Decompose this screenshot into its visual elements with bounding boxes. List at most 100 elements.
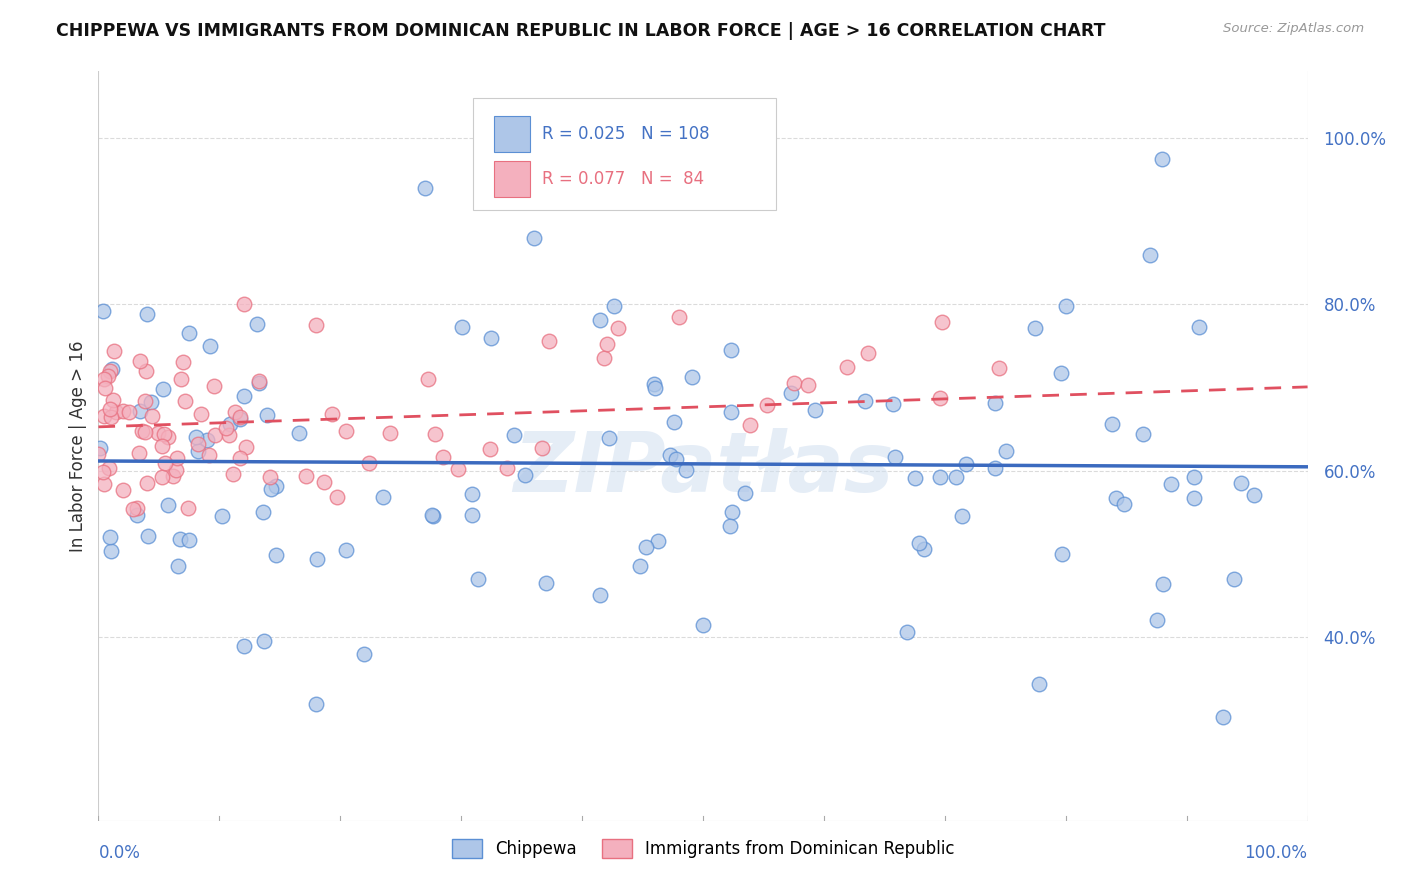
Point [229,412,252,426]
Point [104,405,127,419]
Point [87,447,110,461]
Point [495,460,517,475]
Point [111,403,134,417]
Point [1050,367,1073,381]
Point [692,618,714,632]
Point [218,427,240,442]
Point [537,334,560,348]
Point [606,320,628,334]
Point [235,441,257,455]
Point [162,469,184,483]
Point [929,470,952,484]
Point [128,446,150,460]
Point [233,389,256,403]
Point [167,559,190,574]
Point [1188,319,1211,334]
Point [984,461,1007,475]
Point [287,426,309,441]
Point [665,451,688,466]
Point [994,443,1017,458]
Point [97,368,120,383]
Point [422,508,444,523]
Point [198,339,221,353]
Point [720,405,742,419]
Point [1028,677,1050,691]
Point [204,428,226,442]
Point [903,471,925,485]
Point [734,486,756,500]
Point [1132,427,1154,442]
Point [603,299,626,313]
Point [515,468,537,483]
Legend: Chippewa, Immigrants from Dominican Republic: Chippewa, Immigrants from Dominican Repu… [444,832,962,864]
Point [931,315,953,329]
Point [662,415,685,429]
Point [249,376,271,390]
Point [98,461,121,475]
Point [91,304,114,318]
Point [148,426,170,441]
Bar [494,116,530,153]
Point [100,409,122,424]
Point [260,482,283,496]
Point [93,477,115,491]
Point [647,533,669,548]
Point [589,313,612,327]
FancyBboxPatch shape [474,97,776,210]
Point [93,409,115,424]
Point [166,450,188,465]
Point [804,403,827,417]
Point [184,430,207,444]
Point [156,498,179,512]
Point [416,372,439,386]
Point [129,404,152,418]
Point [135,475,157,490]
Point [198,448,221,462]
Point [756,398,779,412]
Point [229,450,252,465]
Point [530,441,553,455]
Point [247,374,270,388]
Point [681,369,703,384]
Point [1152,152,1174,166]
Point [779,386,801,401]
Point [478,442,501,456]
Text: R = 0.025   N = 108: R = 0.025 N = 108 [543,125,710,144]
Point [129,354,152,368]
Point [1184,491,1206,505]
Point [644,381,666,395]
Point [246,317,269,331]
Point [502,428,524,442]
Text: ZIPatłas: ZIPatłas [513,428,893,509]
Point [179,326,201,340]
Point [111,483,134,498]
Point [420,508,443,522]
Point [135,364,157,378]
Point [222,467,245,481]
Point [187,437,209,451]
Point [134,393,156,408]
Point [136,529,159,543]
Point [658,448,681,462]
Point [176,500,198,515]
Point [855,393,877,408]
Point [150,439,173,453]
Point [335,543,357,558]
Point [1105,491,1128,505]
Point [955,457,977,471]
Point [721,505,744,519]
Point [305,551,328,566]
Text: 0.0%: 0.0% [98,844,141,862]
Y-axis label: In Labor Force | Age > 16: In Labor Force | Age > 16 [69,340,87,552]
Point [523,231,546,245]
Point [592,351,614,366]
Point [1212,709,1234,723]
Point [266,549,288,563]
Point [479,331,502,345]
Point [314,475,336,489]
Point [378,426,401,441]
Point [634,540,657,554]
Point [596,337,619,351]
Point [232,297,254,311]
Point [141,409,163,423]
